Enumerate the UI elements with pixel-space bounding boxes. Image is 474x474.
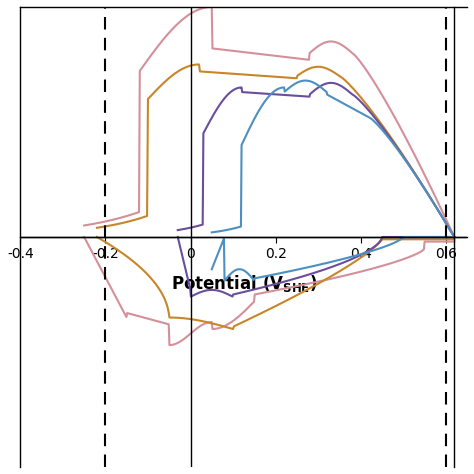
X-axis label: Potential (V$_\mathregular{SHE}$): Potential (V$_\mathregular{SHE}$) [171, 273, 317, 293]
